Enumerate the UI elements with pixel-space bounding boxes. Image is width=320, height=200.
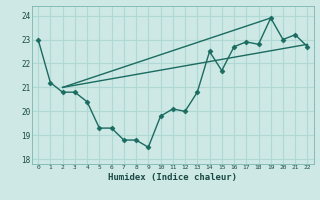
X-axis label: Humidex (Indice chaleur): Humidex (Indice chaleur) <box>108 173 237 182</box>
